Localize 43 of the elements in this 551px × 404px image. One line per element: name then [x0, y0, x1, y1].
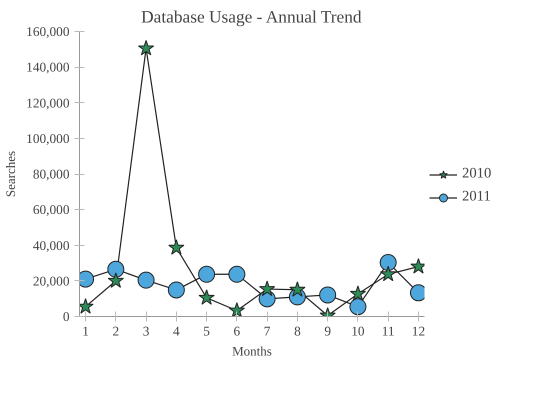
point: [289, 281, 306, 297]
x-tick-label: 11: [382, 324, 395, 338]
x-tick-label: 7: [264, 324, 271, 338]
point: [138, 40, 154, 56]
y-tick-label: 20,000: [32, 273, 70, 288]
chart-title: Database Usage - Annual Trend: [141, 8, 362, 26]
x-tick-label: 6: [234, 324, 241, 338]
point: [259, 280, 276, 296]
x-tick-label: 12: [412, 324, 426, 338]
x-tick-label: 8: [294, 324, 302, 338]
point: [349, 298, 366, 316]
x-tick-label: 10: [351, 324, 365, 338]
y-tick-label: 0: [62, 309, 70, 324]
point: [228, 266, 246, 283]
point: [198, 266, 216, 283]
point: [168, 239, 184, 255]
x-tick-label: 4: [173, 324, 180, 338]
point: [108, 272, 124, 288]
legend-label: 2010: [462, 166, 492, 182]
y-tick-label: 100,000: [26, 130, 70, 146]
point: [138, 272, 155, 289]
point: [319, 286, 336, 304]
y-tick-label: 80,000: [32, 166, 70, 182]
y-tick-label: 60,000: [32, 202, 70, 218]
point: [380, 254, 397, 272]
point: [350, 285, 366, 301]
y-tick-label: 160,000: [26, 24, 70, 39]
x-tick-label: 3: [142, 324, 150, 338]
x-axis-title: Months: [232, 344, 272, 358]
y-tick-label: 40,000: [32, 238, 70, 253]
point: [228, 302, 245, 316]
x-tick-label: 2: [112, 324, 120, 338]
point: [168, 281, 185, 298]
legend-label: 2011: [462, 188, 491, 206]
point: [198, 289, 215, 305]
point: [107, 260, 124, 278]
y-tick-label: 120,000: [26, 95, 70, 110]
x-tick-label: 5: [203, 324, 210, 338]
y-tick-label: 140,000: [26, 60, 70, 75]
x-tick-label: 9: [324, 324, 332, 338]
x-tick-label: 1: [82, 324, 89, 338]
point: [380, 266, 396, 282]
y-axis-title: Searches: [3, 150, 18, 198]
